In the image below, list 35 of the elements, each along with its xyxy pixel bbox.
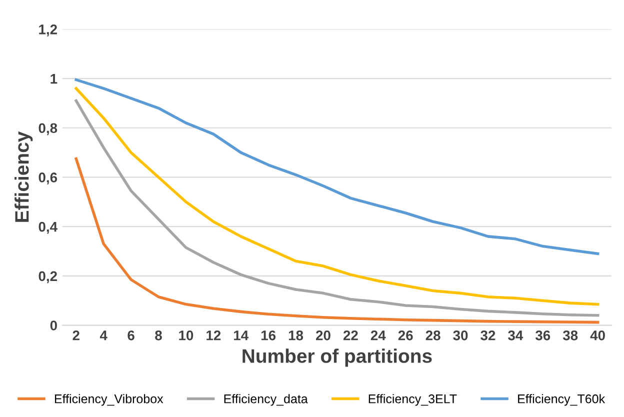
legend-label: Efficiency_3ELT <box>368 394 457 406</box>
x-tick-label: 2 <box>72 330 80 340</box>
x-tick-label: 28 <box>426 330 440 340</box>
y-tick-label: 0 <box>50 320 57 330</box>
x-tick-label: 36 <box>535 330 550 340</box>
x-tick-label: 20 <box>316 330 330 340</box>
x-tick-label: 4 <box>100 330 108 340</box>
y-tick-label: 1,2 <box>39 24 57 36</box>
y-tick-label: 0,2 <box>38 271 57 284</box>
y-tick-label: 1 <box>50 74 58 84</box>
x-tick-label: 16 <box>261 330 276 340</box>
x-tick-label: 18 <box>288 330 304 340</box>
line-series <box>74 157 600 324</box>
x-tick-label: 6 <box>128 330 134 340</box>
x-axis-title: Number of partitions <box>242 348 432 367</box>
x-tick-label: 26 <box>398 330 413 340</box>
x-tick-label: 22 <box>343 330 358 340</box>
x-tick-label: 30 <box>453 330 468 340</box>
x-tick-label: 40 <box>590 330 605 340</box>
x-tick-label: 24 <box>370 330 386 340</box>
x-tick-label: 12 <box>206 330 221 340</box>
y-tick-label: 0,8 <box>38 123 58 136</box>
x-tick-label: 10 <box>179 330 194 340</box>
legend-label: Efficiency_data <box>224 394 308 406</box>
y-axis-title: Efficiency <box>14 131 33 222</box>
y-tick-label: 0,4 <box>38 222 58 234</box>
x-tick-label: 14 <box>234 330 249 340</box>
legend-label: Efficiency_Vibrobox <box>54 394 164 406</box>
x-tick-label: 34 <box>508 330 524 340</box>
x-tick-label: 8 <box>155 330 162 340</box>
x-tick-label: 32 <box>480 330 496 340</box>
legend-label: Efficiency_T60k <box>518 394 606 406</box>
y-tick-label: 0,6 <box>38 172 58 184</box>
line-series <box>74 78 600 256</box>
x-tick-label: 38 <box>562 330 578 340</box>
